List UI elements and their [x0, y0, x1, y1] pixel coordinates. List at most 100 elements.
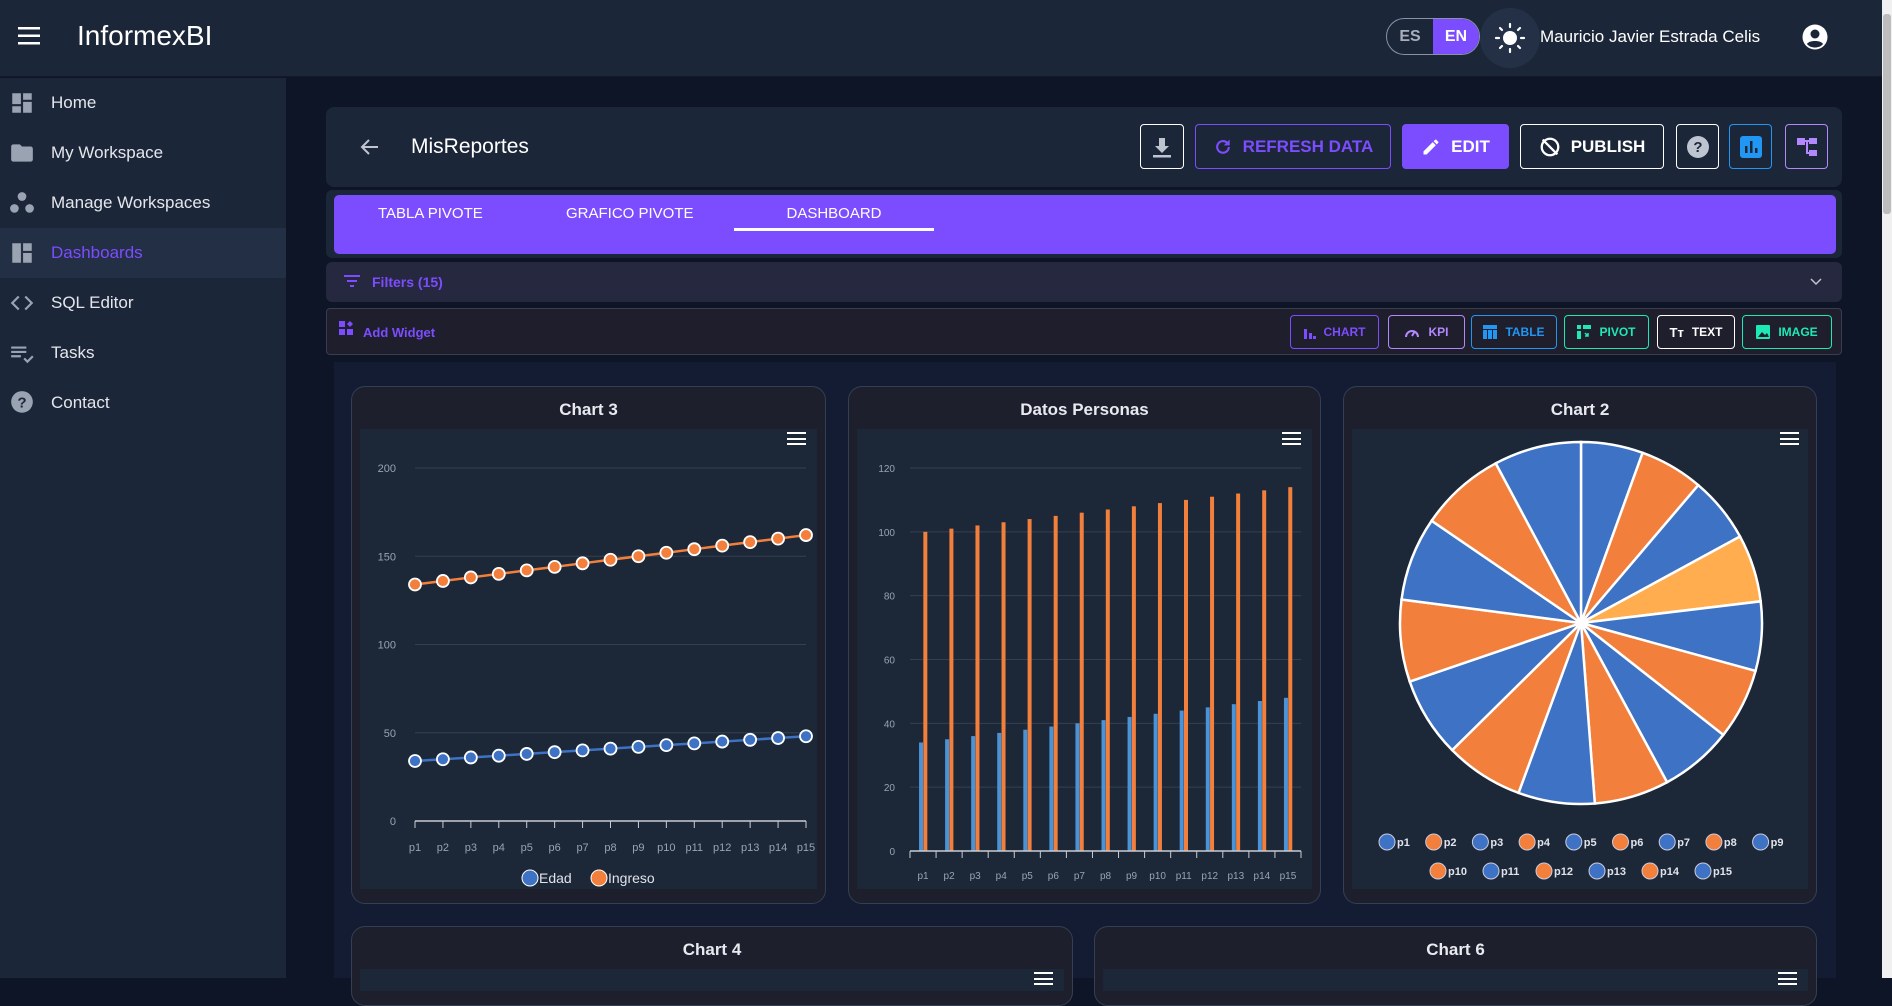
edit-button[interactable]: EDIT — [1402, 124, 1509, 169]
tasks-icon — [11, 346, 34, 364]
tab-grafico-pivote[interactable]: GRAFICO PIVOTE — [566, 205, 694, 222]
add-widget-button[interactable]: Add Widget — [363, 325, 436, 340]
workspaces-icon — [10, 192, 34, 213]
add-pivot-widget-button[interactable]: PIVOT — [1564, 315, 1649, 349]
add-text-widget-button[interactable]: Tт TEXT — [1657, 315, 1735, 349]
chart-title: Chart 4 — [682, 940, 742, 959]
sidebar-item-contact[interactable]: ? Contact — [0, 378, 286, 428]
add-chart-widget-button[interactable]: CHART — [1290, 315, 1379, 349]
legend-label: p3 — [1490, 837, 1503, 849]
x-tick-label: p6 — [549, 842, 561, 854]
x-tick-label: p4 — [493, 842, 505, 854]
sidebar-item-home[interactable]: Home — [0, 78, 286, 128]
data-point — [519, 747, 534, 761]
data-point — [547, 559, 562, 574]
bar — [1001, 522, 1006, 851]
chart-menu-icon[interactable] — [1780, 432, 1799, 445]
chart-card-chart-2[interactable]: Chart 2 p1 p2 p3 p4 p5 p6 p7 p8 p9 p10 p11 p12 p13 p1… — [1343, 386, 1817, 904]
legend-label: p7 — [1677, 837, 1690, 849]
x-tick-label: p3 — [465, 842, 477, 854]
add-widget-icon — [339, 321, 353, 335]
chart-menu-icon[interactable] — [1778, 972, 1797, 985]
sidebar-item-sql-editor[interactable]: SQL Editor — [0, 278, 286, 328]
chart-menu-icon[interactable] — [1034, 972, 1053, 985]
chart-menu-icon[interactable] — [1282, 432, 1301, 445]
add-image-widget-button[interactable]: IMAGE — [1742, 315, 1832, 349]
report-header — [326, 107, 1842, 187]
chart-menu-icon[interactable] — [787, 432, 806, 445]
hamburger-menu-icon[interactable] — [18, 26, 42, 46]
data-point — [575, 556, 590, 571]
data-point — [631, 549, 646, 564]
bar-chart: 0 20 40 60 80 100 120 p1 p2 p3 p4 p5 p6 p7 p8 p9 p10 p11 p… — [878, 464, 1302, 882]
bar — [1179, 710, 1184, 851]
back-arrow-icon[interactable] — [358, 135, 382, 159]
image-label: IMAGE — [1778, 325, 1818, 339]
publish-button[interactable]: PUBLISH — [1520, 124, 1664, 169]
speedometer-icon — [1405, 330, 1420, 338]
chart-view-button[interactable] — [1729, 124, 1772, 169]
theme-toggle-button[interactable] — [1480, 8, 1540, 68]
legend-marker — [1471, 833, 1489, 851]
sidebar-item-manage-workspaces[interactable]: Manage Workspaces — [0, 178, 286, 228]
sidebar-item-label: Tasks — [51, 343, 95, 362]
pie-chart: p1 p2 p3 p4 p5 p6 p7 p8 p9 p10 p11 p12 p13 p14 p15 — [1378, 440, 1783, 880]
legend-label: p11 — [1501, 866, 1519, 878]
x-tick-label: p10 — [1149, 871, 1166, 882]
chart-card-chart-4[interactable]: Chart 4 — [351, 926, 1073, 1006]
chart-card-chart-3[interactable]: Chart 3 0 50 100 150 200 p1 p2 p3 p4 p5 p6 p7 p8 p9 p1… — [351, 386, 826, 904]
legend-marker — [1378, 833, 1396, 851]
help-button[interactable]: ? — [1676, 124, 1719, 169]
data-point — [491, 748, 506, 763]
data-point — [687, 736, 702, 751]
bar-chart-icon — [1303, 329, 1316, 339]
bar — [1127, 716, 1132, 851]
bar — [1023, 729, 1028, 851]
legend-label: p5 — [1584, 837, 1597, 849]
add-table-widget-button[interactable]: TABLE — [1471, 315, 1557, 349]
tab-tabla-pivote[interactable]: TABLA PIVOTE — [378, 205, 483, 222]
sidebar-item-dashboards[interactable]: Dashboards — [0, 228, 286, 278]
data-point — [463, 750, 478, 765]
download-button[interactable] — [1140, 124, 1184, 169]
sidebar-item-tasks[interactable]: Tasks — [0, 328, 286, 378]
x-tick-label: p2 — [437, 842, 449, 854]
language-toggle[interactable]: ES EN — [1386, 18, 1480, 55]
tree-view-button[interactable] — [1785, 124, 1828, 169]
add-kpi-widget-button[interactable]: KPI — [1388, 315, 1465, 349]
account-circle-icon[interactable] — [1802, 24, 1828, 50]
legend-marker — [1429, 862, 1447, 880]
refresh-data-button[interactable]: REFRESH DATA — [1195, 124, 1391, 169]
page-scrollbar[interactable] — [1882, 0, 1892, 978]
y-tick-label: 80 — [884, 592, 896, 603]
chevron-down-icon[interactable] — [1810, 278, 1822, 286]
bar — [975, 525, 980, 851]
bar — [1262, 490, 1267, 851]
bar — [971, 736, 976, 851]
bar — [1205, 707, 1210, 851]
refresh-icon — [1215, 139, 1230, 154]
data-point — [715, 734, 730, 749]
x-tick-label: p10 — [657, 842, 675, 854]
legend-marker — [1705, 833, 1723, 851]
sidebar-item-label: My Workspace — [51, 143, 164, 162]
y-tick-label: 20 — [884, 783, 896, 794]
data-point — [799, 528, 813, 542]
tab-dashboard[interactable]: DASHBOARD — [734, 195, 934, 231]
top-app-bar: InformexBI ES EN Mauricio Javier Estrada… — [0, 0, 1882, 77]
x-tick-label: p3 — [970, 871, 982, 882]
filters-bar[interactable]: Filters (15) — [326, 262, 1842, 302]
chart-card-datos-personas[interactable]: Datos Personas 0 20 40 60 80 100 120 p1 p2 p3 p4 p5… — [848, 386, 1321, 904]
legend-label: p8 — [1724, 837, 1737, 849]
account-tree-icon — [1796, 137, 1817, 156]
lang-es-option[interactable]: ES — [1399, 27, 1421, 45]
data-point — [771, 731, 785, 745]
code-icon — [10, 295, 34, 311]
x-tick-label: p13 — [1227, 871, 1244, 882]
sidebar-item-my-workspace[interactable]: My Workspace — [0, 128, 286, 178]
bar — [1079, 512, 1084, 851]
legend-marker — [1694, 862, 1712, 880]
data-point — [547, 745, 562, 760]
lang-en-option[interactable]: EN — [1433, 19, 1479, 54]
chart-card-chart-6[interactable]: Chart 6 — [1094, 926, 1817, 1006]
